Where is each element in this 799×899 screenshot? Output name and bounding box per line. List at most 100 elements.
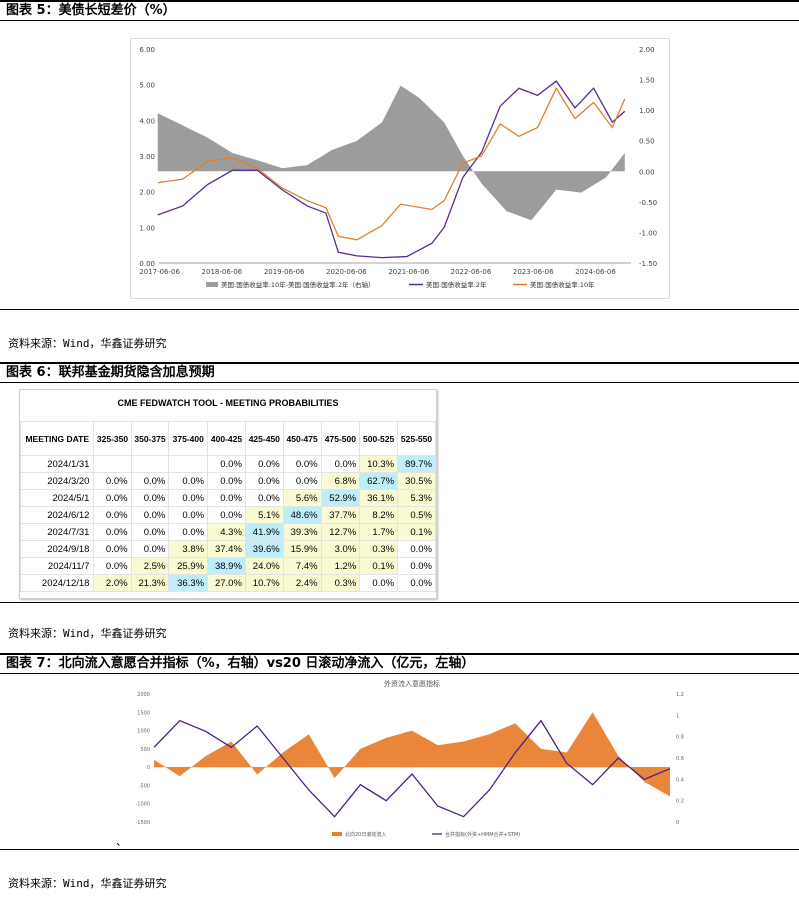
legend-label: 美国:国债收益率:10年	[530, 280, 595, 289]
column-header: 475-500	[320, 421, 361, 456]
probability-cell: 0.0%	[168, 506, 209, 524]
probability-cell: 6.8%	[320, 472, 361, 490]
chart-title: 外资流入意愿指标	[384, 679, 440, 688]
left-tick-label: 1000	[137, 729, 150, 735]
probability-cell: 0.0%	[93, 472, 132, 490]
x-tick-label: 2022-06-06	[451, 268, 492, 276]
northbound-flow-area	[154, 712, 670, 797]
table-row: 2024/12/18 2.0% 21.3% 36.3% 27.0% 10.7% 2.4% 0.…	[19, 574, 436, 592]
inflow-index-line	[153, 719, 671, 818]
source-note: 资料来源：Wind，华鑫证券研究	[8, 337, 167, 350]
probability-cell: 5.3%	[397, 489, 436, 507]
meeting-date-cell: 2024/11/7	[19, 557, 95, 575]
probability-cell: 48.6%	[282, 506, 322, 524]
legend-swatch-spread	[206, 282, 218, 287]
probability-cell: 4.3%	[207, 523, 246, 541]
right-tick-label: 1.00	[639, 107, 655, 115]
probability-cell: 2.4%	[282, 574, 322, 592]
column-header: 425-450	[244, 421, 284, 456]
figure-5-title: 图表 5：美债长短差价（%）	[0, 0, 799, 21]
left-tick-label: -1500	[135, 820, 150, 826]
probability-cell: 10.3%	[359, 455, 399, 473]
probability-cell: 0.0%	[93, 540, 132, 558]
left-tick-label: 2.00	[139, 189, 155, 197]
left-tick-label: 2000	[137, 692, 150, 698]
figure-7-title: 图表 7：北向流入意愿合并指标（%，右轴）vs20 日滚动净流入（亿元，左轴）	[0, 653, 799, 674]
table-row: 2024/5/1 0.0% 0.0% 0.0% 0.0% 0.0% 5.6% 52.9% 36.…	[19, 489, 436, 507]
left-tick-label: 0	[147, 765, 150, 771]
probability-cell: 0.0%	[397, 574, 436, 592]
probability-cell: 0.1%	[359, 557, 399, 575]
probability-cell: 10.7%	[244, 574, 284, 592]
x-tick-label: 2017-06-06	[139, 268, 180, 276]
right-tick-label: 1	[676, 713, 679, 719]
divider	[0, 849, 799, 850]
legend-swatch-flow	[332, 832, 342, 836]
northbound-flow-chart: 外资流入意愿指标 2000 1500 1000 500 0 -500 -1000 -1500 1.…	[135, 679, 684, 838]
meeting-date-cell: 2024/9/18	[19, 540, 95, 558]
column-header: 325-350	[93, 421, 132, 456]
left-tick-label: 0.00	[139, 260, 155, 268]
probability-cell: 0.0%	[168, 472, 209, 490]
probability-cell: 39.3%	[282, 523, 322, 541]
column-header: MEETING DATE	[19, 421, 95, 456]
probability-cell: 2.0%	[93, 574, 132, 592]
probability-cell: 41.9%	[244, 523, 284, 541]
probability-cell: 7.4%	[282, 557, 322, 575]
probability-cell: 0.0%	[207, 455, 246, 473]
probability-cell: 0.0%	[93, 523, 132, 541]
probability-cell	[130, 455, 170, 473]
probability-cell: 0.3%	[320, 574, 361, 592]
meeting-date-cell: 2024/7/31	[19, 523, 95, 541]
left-tick-label: 500	[140, 747, 150, 753]
left-tick-label: -1000	[135, 802, 150, 808]
probability-cell: 0.0%	[282, 472, 322, 490]
probability-cell: 0.0%	[359, 574, 399, 592]
probability-cell: 1.2%	[320, 557, 361, 575]
probability-cell: 21.3%	[130, 574, 170, 592]
table-row: 2024/1/31 0.0% 0.0% 0.0% 0.0% 10.3% 89.7%	[19, 455, 436, 473]
table-row: 2024/3/20 0.0% 0.0% 0.0% 0.0% 0.0% 0.0% 6.8% 62.…	[19, 472, 436, 490]
right-tick-label: 0.2	[676, 799, 684, 805]
probability-cell: 36.3%	[168, 574, 209, 592]
probability-cell: 0.0%	[207, 472, 246, 490]
right-tick-label: 0	[676, 820, 679, 826]
right-tick-label: 0.00	[639, 168, 655, 176]
x-tick-label: 2021-06-06	[388, 268, 429, 276]
probability-cell: 0.0%	[93, 489, 132, 507]
divider	[0, 309, 799, 310]
probability-cell: 5.1%	[244, 506, 284, 524]
spread-area-series	[157, 85, 625, 221]
x-tick-label: 2023-06-06	[513, 268, 554, 276]
x-tick-label: 2018-06-06	[202, 268, 243, 276]
probability-cell: 0.0%	[207, 489, 246, 507]
meeting-date-cell: 2024/6/12	[19, 506, 95, 524]
meeting-date-cell: 2024/5/1	[19, 489, 95, 507]
probability-cell: 0.0%	[282, 455, 322, 473]
x-tick-label: 2020-06-06	[326, 268, 367, 276]
left-tick-label: 5.00	[139, 82, 155, 90]
column-header: 375-400	[168, 421, 209, 456]
fedwatch-title: CME FEDWATCH TOOL - MEETING PROBABILITIE…	[117, 398, 339, 408]
probability-cell: 0.0%	[244, 472, 284, 490]
probability-cell: 0.0%	[130, 523, 170, 541]
probability-cell: 0.0%	[168, 523, 209, 541]
probability-cell: 1.7%	[359, 523, 399, 541]
probability-cell: 2.5%	[130, 557, 170, 575]
divider	[0, 602, 799, 603]
probability-cell: 37.4%	[207, 540, 246, 558]
column-header: 400-425	[207, 421, 246, 456]
two-year-yield-line	[157, 80, 626, 259]
probability-cell: 37.7%	[320, 506, 361, 524]
probability-cell: 0.0%	[207, 506, 246, 524]
probability-cell: 0.0%	[130, 506, 170, 524]
probability-cell: 0.5%	[397, 506, 436, 524]
figure-6-title: 图表 6：联邦基金期货隐含加息预期	[0, 362, 799, 383]
source-note: 资料来源：Wind，华鑫证券研究	[8, 627, 167, 640]
table-row: 2024/6/12 0.0% 0.0% 0.0% 0.0% 5.1% 48.6% 37.7% 8…	[19, 506, 436, 524]
probability-cell: 24.0%	[244, 557, 284, 575]
column-header: 350-375	[130, 421, 170, 456]
left-tick-label: 1500	[137, 710, 150, 716]
right-tick-label: 0.4	[676, 777, 684, 783]
probability-cell: 25.9%	[168, 557, 209, 575]
